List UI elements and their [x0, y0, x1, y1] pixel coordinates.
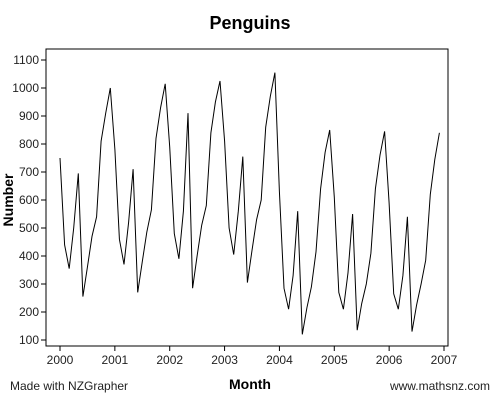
y-tick-label: 900 [19, 109, 39, 123]
plot-area [45, 48, 449, 347]
y-tick-label: 600 [19, 193, 39, 207]
x-tick-label: 2006 [376, 353, 403, 367]
footer-credit: Made with NZGrapher [10, 379, 128, 393]
x-tick-label: 2004 [266, 353, 293, 367]
x-axis-ticks: 2000 2001 2002 2003 2004 2005 2006 2007 [47, 346, 458, 367]
x-tick-label: 2003 [211, 353, 238, 367]
y-tick-label: 800 [19, 137, 39, 151]
series-line [59, 72, 440, 335]
x-tick-label: 2002 [156, 353, 183, 367]
y-tick-label: 1000 [12, 81, 39, 95]
x-tick-label: 2001 [102, 353, 129, 367]
y-tick-label: 500 [19, 221, 39, 235]
y-axis-ticks: 100 200 300 400 500 600 700 800 900 1000 1100 [12, 53, 46, 347]
footer-website: www.mathsnz.com [389, 379, 490, 393]
x-tick-label: 2007 [431, 353, 458, 367]
y-tick-label: 1100 [13, 53, 39, 67]
y-axis-label: Number [0, 173, 16, 226]
series-layer [59, 72, 440, 335]
y-tick-label: 400 [19, 249, 39, 263]
y-tick-label: 700 [19, 165, 39, 179]
x-tick-label: 2000 [47, 353, 74, 367]
chart-title: Penguins [209, 13, 290, 33]
y-tick-label: 300 [19, 277, 39, 291]
x-tick-label: 2005 [321, 353, 348, 367]
x-axis-label: Month [229, 376, 271, 392]
y-tick-label: 100 [19, 333, 39, 347]
y-tick-label: 200 [19, 305, 39, 319]
